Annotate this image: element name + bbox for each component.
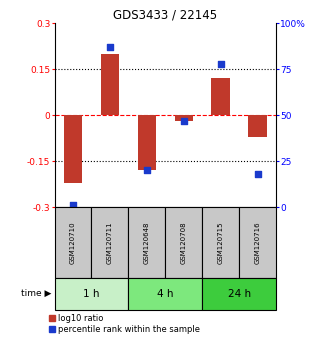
- Bar: [64, 115, 82, 183]
- Text: GSM120710: GSM120710: [70, 221, 76, 264]
- Text: 24 h: 24 h: [228, 289, 251, 299]
- Bar: [212, 78, 230, 115]
- Bar: [165, 207, 202, 278]
- Text: GSM120715: GSM120715: [218, 221, 224, 264]
- Point: [107, 44, 113, 50]
- Text: GSM120711: GSM120711: [107, 221, 113, 264]
- Title: GDS3433 / 22145: GDS3433 / 22145: [113, 9, 217, 22]
- Point: [181, 118, 187, 124]
- Point: [255, 171, 260, 177]
- Bar: [128, 207, 165, 278]
- Bar: [101, 54, 119, 115]
- Legend: log10 ratio, percentile rank within the sample: log10 ratio, percentile rank within the …: [49, 314, 200, 334]
- Bar: [202, 278, 276, 310]
- Point: [218, 61, 223, 66]
- Bar: [248, 115, 267, 137]
- Point: [71, 202, 76, 208]
- Bar: [239, 207, 276, 278]
- Text: GSM120708: GSM120708: [181, 221, 187, 264]
- Bar: [175, 115, 193, 121]
- Bar: [138, 115, 156, 170]
- Bar: [128, 278, 202, 310]
- Bar: [55, 207, 91, 278]
- Text: 4 h: 4 h: [157, 289, 174, 299]
- Bar: [55, 278, 128, 310]
- Text: 1 h: 1 h: [83, 289, 100, 299]
- Point: [144, 167, 150, 173]
- Text: time ▶: time ▶: [21, 289, 51, 298]
- Text: GSM120648: GSM120648: [144, 221, 150, 264]
- Bar: [202, 207, 239, 278]
- Text: GSM120716: GSM120716: [255, 221, 261, 264]
- Bar: [91, 207, 128, 278]
